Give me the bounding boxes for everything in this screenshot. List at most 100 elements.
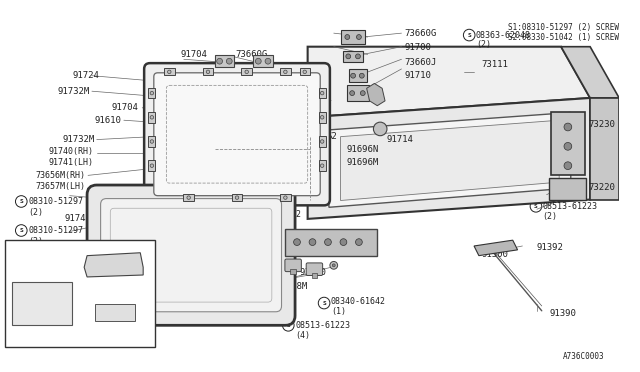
Circle shape [564,162,572,170]
Text: 73220: 73220 [588,183,615,192]
Circle shape [360,91,365,96]
Polygon shape [280,68,291,75]
Text: 08513-61223: 08513-61223 [543,202,598,211]
Text: S: S [19,228,23,233]
Text: 73630: 73630 [120,236,147,245]
Text: 73660G: 73660G [235,50,268,59]
Circle shape [564,142,572,150]
Text: 73997: 73997 [13,246,40,254]
Text: 91300: 91300 [482,250,509,259]
Circle shape [324,239,332,246]
Bar [342,30,365,44]
Circle shape [284,70,287,74]
Text: 91741(LH): 91741(LH) [49,158,94,167]
Text: 91610: 91610 [94,116,121,125]
Circle shape [345,35,349,39]
Polygon shape [308,98,590,219]
Text: 08340-61642: 08340-61642 [331,296,386,306]
Circle shape [245,70,248,74]
Bar [349,69,367,83]
Circle shape [360,73,364,78]
Bar [552,112,586,175]
Text: S2:08330-51042 (1) SCREW: S2:08330-51042 (1) SCREW [508,33,619,42]
Text: 91732M: 91732M [63,135,95,144]
Circle shape [356,35,362,39]
FancyBboxPatch shape [87,185,295,325]
Circle shape [284,196,287,199]
Text: 91392: 91392 [537,243,564,253]
Text: S: S [19,199,23,204]
Bar [550,178,586,199]
Text: (4): (4) [295,331,310,340]
Text: 91700: 91700 [404,43,431,52]
Circle shape [321,140,324,143]
Bar [95,304,136,321]
Text: 73230: 73230 [588,119,615,129]
Text: (2): (2) [543,212,557,221]
Polygon shape [474,240,518,256]
Circle shape [187,196,190,199]
Text: S: S [467,33,471,38]
Text: 08320-40642: 08320-40642 [246,209,301,219]
Text: 91718M: 91718M [276,282,308,291]
Polygon shape [319,136,326,147]
Circle shape [321,164,324,167]
Circle shape [294,239,300,246]
Polygon shape [367,83,385,106]
Text: (2): (2) [28,237,43,246]
Polygon shape [148,136,156,147]
Polygon shape [340,120,559,201]
Circle shape [265,58,271,64]
Circle shape [346,54,351,59]
Text: 91746M: 91746M [65,214,97,224]
Polygon shape [164,68,175,75]
Polygon shape [184,194,194,201]
Text: S2: S2 [377,126,384,131]
Text: 91696M: 91696M [346,158,379,167]
Text: 91714: 91714 [387,135,414,144]
Bar [12,282,72,325]
Text: 08310-51297: 08310-51297 [28,226,83,235]
Circle shape [356,54,360,59]
Bar [348,86,369,101]
Circle shape [150,92,154,95]
Polygon shape [148,88,156,98]
Text: S2: S2 [326,132,337,141]
Bar [312,273,317,278]
Circle shape [168,70,171,74]
Text: 91704: 91704 [180,50,207,59]
Bar [290,269,296,274]
Polygon shape [148,160,156,171]
Text: 73660J: 73660J [404,58,436,67]
Circle shape [217,58,223,64]
Text: 91718E: 91718E [231,255,263,264]
Circle shape [351,73,356,78]
Text: 73210: 73210 [351,238,378,247]
Polygon shape [329,112,571,207]
Text: 91696N: 91696N [346,145,379,154]
Text: .73660G=: .73660G= [173,145,213,154]
FancyBboxPatch shape [285,259,301,272]
Text: (2): (2) [246,220,262,229]
Text: 08310-51297: 08310-51297 [28,197,83,206]
Text: 73111: 73111 [482,60,509,68]
Circle shape [373,122,387,136]
Text: 08513-61223: 08513-61223 [295,321,350,330]
Circle shape [332,264,335,267]
Text: 73660G: 73660G [404,29,436,38]
Circle shape [330,262,338,269]
Circle shape [206,70,210,74]
Text: 91280: 91280 [300,267,327,277]
Text: 91390: 91390 [550,309,577,318]
FancyBboxPatch shape [306,263,323,276]
Circle shape [227,58,232,64]
FancyBboxPatch shape [154,73,320,196]
Circle shape [340,239,347,246]
Circle shape [236,196,239,199]
Bar [5,240,155,347]
Text: 91746E: 91746E [205,190,238,199]
Text: (2): (2) [28,208,43,217]
Circle shape [349,91,355,96]
Text: S: S [534,204,538,209]
Text: 91740(RH): 91740(RH) [49,147,94,155]
